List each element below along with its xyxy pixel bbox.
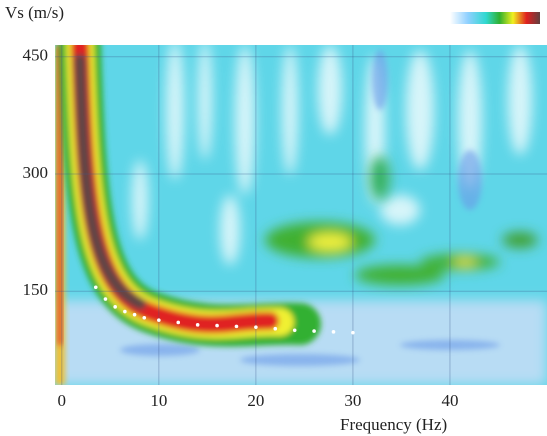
x-tick-label: 20 (247, 391, 264, 410)
x-tick-label: 0 (58, 391, 67, 410)
dispersion-point (234, 324, 239, 329)
x-tick-label: 30 (344, 391, 361, 410)
colorbar (450, 12, 540, 24)
dispersion-point (254, 325, 258, 329)
dispersion-point (312, 329, 316, 333)
dispersion-point (195, 323, 200, 327)
dispersion-point (103, 297, 108, 301)
dispersion-point (157, 318, 161, 322)
dispersion-point (113, 305, 117, 309)
dispersion-point (215, 323, 219, 328)
y-tick-label: 150 (23, 280, 49, 299)
y-tick-label: 450 (23, 46, 49, 65)
dispersion-point (331, 330, 336, 334)
y-axis-label: Vs (m/s) (5, 3, 64, 22)
x-tick-label: 10 (150, 391, 167, 410)
x-tick-label: 40 (441, 391, 458, 410)
dispersion-point (93, 285, 98, 290)
dispersion-point (142, 315, 147, 320)
y-tick-label: 300 (23, 163, 49, 182)
dispersion-point (351, 330, 355, 335)
dispersion-point (273, 326, 278, 331)
dispersion-point (292, 328, 297, 333)
dispersion-point (132, 312, 137, 317)
dispersion-point (176, 320, 181, 325)
x-axis-label: Frequency (Hz) (340, 415, 447, 434)
energy-image (55, 45, 547, 385)
dispersion-point (123, 309, 127, 314)
